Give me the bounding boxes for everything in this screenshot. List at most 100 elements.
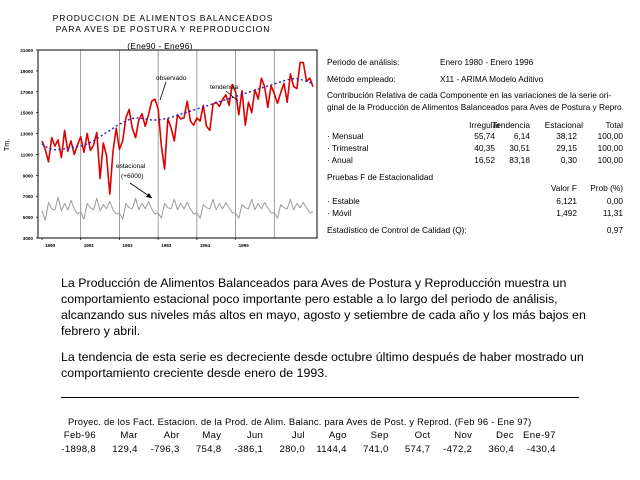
table-cell: 100,00 [597, 131, 623, 141]
annotation-offset: (+6000) [121, 173, 144, 180]
projection-value: -472,2 [443, 444, 473, 455]
projection-value: -796,3 [150, 444, 180, 455]
y-axis: 21000 19000 17000 15000 13000 11000 9000 7000 50… [20, 48, 38, 241]
method-value: X11 - ARIMA Modelo Aditivo [440, 74, 544, 84]
projection-month: Ene-97 [523, 430, 556, 441]
projection-month: Jun [246, 430, 264, 441]
projection-value: 280,0 [279, 444, 305, 455]
annotation-estacional: estacional [116, 163, 146, 170]
grid-layer [80, 50, 275, 238]
projection-month: Nov [454, 430, 473, 441]
table-cell: 83,18 [509, 155, 530, 165]
table-header: Tendencia [492, 120, 530, 130]
y-tick-label: 11000 [20, 152, 33, 157]
table-row-label: · Anual [327, 155, 353, 165]
y-tick-label: 17000 [20, 90, 33, 95]
quality-value: 0,97 [606, 225, 623, 235]
f-test-title: Pruebas F de Estacionalidad [327, 172, 434, 182]
f-test-cell: 11,31 [602, 208, 623, 218]
annotation-observado: observado [156, 75, 187, 82]
series-line-estacional [41, 196, 314, 221]
table-cell: 29,15 [556, 143, 577, 153]
projection-value: 754,8 [195, 444, 222, 455]
annotation-arrow-tendencia [225, 90, 239, 102]
f-test-cell: 1,492 [556, 208, 577, 218]
projection-month: May [202, 430, 222, 441]
projection-title: Proyec. de los Fact. Estacion. de la Pro… [68, 416, 532, 427]
y-tick-label: 9000 [23, 173, 34, 178]
projection-month: Abr [163, 430, 180, 441]
projection-month: Sep [370, 430, 389, 441]
table-header: Total [605, 120, 623, 130]
quality-label: Estadístico de Control de Calidad (Q): [327, 225, 467, 235]
period-value: Enero 1980 - Enero 1996 [440, 57, 534, 67]
table-cell: 38,12 [556, 131, 577, 141]
y-tick-label: 15000 [20, 111, 33, 116]
analysis-paragraph-1: La Producción de Alimentos Balanceados p… [61, 276, 586, 338]
contribution-line-1: Contribución Relativa de cada Componente… [327, 90, 612, 100]
chart-title: PRODUCCION DE ALIMENTOS BALANCEADOS PARA… [38, 13, 288, 35]
table-cell: 30,51 [509, 143, 530, 153]
method-label: Método empleado: [327, 74, 396, 84]
x-axis: 1990 1991 1992 1993 1994 1995 [41, 238, 250, 248]
x-tick-label: 1990 [45, 243, 56, 248]
projection-month: Dec [496, 430, 514, 441]
table-header: Estacional [544, 120, 583, 130]
x-tick-label: 1993 [161, 243, 172, 248]
y-tick-label: 3000 [23, 236, 34, 241]
y-tick-label: 13000 [20, 132, 33, 137]
projection-month: Feb-96 [63, 430, 96, 441]
x-tick-label: 1991 [84, 243, 95, 248]
projection-value: 574,7 [404, 444, 431, 455]
projection-value: 360,4 [488, 444, 514, 455]
table-cell: 0,30 [560, 155, 577, 165]
annotation-tendencia: tendencia [210, 84, 239, 91]
y-tick-label: 7000 [23, 194, 34, 199]
annotation-arrow-observado [159, 81, 167, 101]
projection-value: 741,0 [363, 444, 389, 455]
x-tick-label: 1992 [122, 243, 133, 248]
table-row-label: · Mensual [327, 131, 364, 141]
y-tick-label: 21000 [20, 48, 33, 53]
f-test-row-label: · Móvil [327, 208, 352, 218]
y-tick-label: 5000 [23, 215, 34, 220]
table-cell: 100,00 [597, 143, 623, 153]
projection-month: Mar [120, 430, 138, 441]
x-tick-label: 1994 [200, 243, 211, 248]
divider [61, 397, 579, 398]
contribution-line-2: ginal de la Producción de Alimentos Bala… [327, 102, 622, 112]
plot-frame [37, 49, 318, 239]
chart-subtitle: (Ene90 - Ene96) [127, 41, 193, 51]
series-line-tendencia [41, 77, 314, 151]
f-test-header: Prob (%) [590, 183, 623, 193]
y-tick-label: 19000 [20, 69, 33, 74]
table-cell: 55,74 [474, 131, 495, 141]
f-test-row-label: · Estable [327, 196, 360, 206]
projection-month: Ago [328, 430, 347, 441]
table-cell: 40,35 [474, 143, 495, 153]
projection-value: -430,4 [526, 444, 556, 455]
projection-month: Oct [414, 430, 431, 441]
x-tick-label: 1995 [239, 243, 250, 248]
line-chart: 21000 19000 17000 15000 13000 11000 9000 7000 50… [4, 48, 318, 248]
projection-month: Jul [291, 430, 305, 441]
table-row-label: · Trimestral [327, 143, 369, 153]
table-cell: 100,00 [597, 155, 623, 165]
table-cell: 6,14 [513, 131, 530, 141]
series-line-observado [41, 61, 314, 195]
projection-value: -386,1 [234, 444, 264, 455]
y-axis-label: Tm. [4, 139, 11, 151]
f-test-cell: 0,00 [606, 196, 623, 206]
f-test-cell: 6,121 [556, 196, 577, 206]
table-header: Irregular [469, 120, 500, 130]
annotation-arrowhead [146, 193, 152, 198]
table-cell: 16,52 [474, 155, 495, 165]
projection-value: 1144,4 [316, 444, 347, 455]
projection-value: 129,4 [112, 444, 138, 455]
projection-value: -1898,8 [61, 444, 96, 455]
analysis-paragraph-2: La tendencia de esta serie es decrecient… [61, 350, 584, 380]
series-layer [41, 61, 314, 221]
chart-title-text: PRODUCCION DE ALIMENTOS BALANCEADOS PARA… [52, 13, 274, 34]
f-test-header: Valor F [550, 183, 577, 193]
period-label: Periodo de análisis: [327, 57, 400, 67]
